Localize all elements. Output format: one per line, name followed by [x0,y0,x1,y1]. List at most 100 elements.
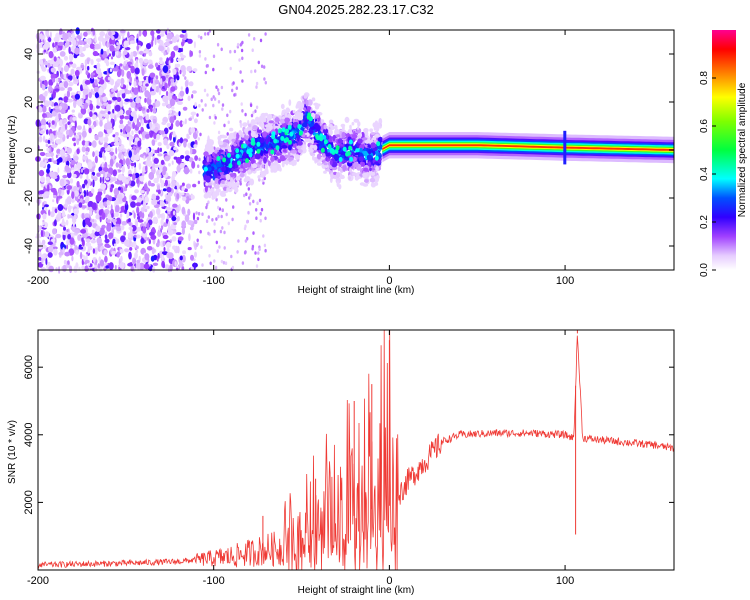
spectrogram-cell [176,207,179,213]
spectrogram-cell [114,132,119,137]
x-tick-label: -100 [203,275,225,287]
spectrogram-cell [83,31,88,37]
spectrogram-cell [88,91,92,99]
spectrogram-cell [363,148,367,152]
spectrogram-cell [148,75,151,84]
spectrogram-cell [263,243,267,248]
y-tick-label: 40 [23,48,35,60]
spectrogram-cell [216,156,221,161]
spectrogram-cell [151,198,158,206]
spectrogram-cell [376,141,381,147]
spectrogram-cell [47,62,51,68]
spectrogram-cell [204,70,207,75]
spectrogram-cell [171,236,177,242]
spectrogram-cell [120,29,126,34]
spectrogram-cell [98,87,104,96]
spectrogram-cell [184,118,187,125]
spectrogram-cell [255,137,258,144]
spectrogram-cell [261,164,265,169]
spectrogram-cell [197,137,200,141]
spectrogram-cell [74,69,80,77]
spectrogram-cell [335,145,340,151]
spectrogram-cell [142,50,149,54]
spectrogram-cell [286,108,291,112]
spectrogram-cell [213,229,216,234]
spectrogram-cell [258,178,261,182]
spectrogram-cell [239,123,243,128]
snr-x-ticks: -200 -100 0 100 [27,330,574,587]
spectrogram-cell [109,45,115,52]
spectrogram-cell [56,148,61,155]
spectrogram-cell [175,156,182,164]
spectrogram-cell [270,149,275,155]
spectrogram-cell [225,198,228,202]
spectrogram-cell [46,147,50,152]
spectrogram-cell [163,127,169,135]
spectrogram-cell [119,248,124,254]
spectrogram-cell [223,123,226,128]
spectrogram-cell [154,164,159,168]
spectrogram-cell [123,239,130,247]
spectrogram-cell [349,156,354,162]
spectrogram-cell [224,261,228,266]
spectrogram-cell [179,260,183,268]
spectrogram-cell [38,94,44,101]
spectrogram-cell [66,160,70,167]
spectrogram-cell [109,151,115,155]
spectrogram-cell [188,157,194,163]
spectrogram-cell [53,160,58,165]
spectrogram-cell [52,42,55,48]
spectrogram-cell [159,213,164,218]
spectrogram-cell [80,64,85,68]
spectrogram-cell [255,105,259,110]
spectrogram-cell [100,183,107,190]
spectrogram-cell [297,135,300,142]
spectrogram-cell [143,29,148,37]
spectrogram-cell [74,47,80,55]
spectrogram-cell [82,46,86,52]
spectrogram-cell [120,128,123,133]
spectrogram-cell [107,213,111,220]
spectrogram-cell [179,90,185,97]
spectrogram-cell [67,105,70,110]
spectrogram-cell [268,160,271,167]
spectrogram-cell [252,199,255,204]
spectrogram-cell [243,193,246,198]
spectrogram-cell [143,58,149,64]
spectrogram-cell [190,148,193,155]
spectrogram-cell [224,170,229,175]
spectrogram-cell [161,224,164,230]
spectrogram-cell [281,127,286,133]
y-tick-label: 4000 [23,423,35,447]
spectrogram-cell [67,98,74,103]
spectrogram-cell [57,153,60,157]
spectrogram-cell [96,62,101,69]
spectrogram-cell [377,136,384,143]
spectrogram-cell [305,99,309,107]
spectrogram-cell [297,124,302,129]
spectrogram-cell [59,87,65,91]
spectrogram-cell [133,80,137,87]
spectrogram-cell [143,183,148,191]
spectrogram-cell [92,50,99,57]
spectrogram-cell [264,216,267,221]
colorbar-label: Normalized spectral amplitude [737,82,748,217]
figure-title: GN04.2025.282.23.17.C32 [278,2,433,17]
spectrogram-cell [55,45,59,49]
spectrogram-cell [220,47,223,52]
spectrogram-cell [215,85,218,89]
colorbar-tick-label: 0.4 [699,167,710,181]
spectrogram-cell [125,158,130,166]
spectrogram-cell [109,158,114,167]
spectrogram-cell [370,132,376,135]
spectrogram-cell [114,135,119,143]
spectrogram-cell [236,132,240,140]
spectrogram-cell [136,45,139,51]
spectrogram-cell [152,108,157,114]
spectrogram-cell [60,73,64,80]
spectrogram-cell [223,246,226,250]
spectrogram-cell [336,181,340,187]
spectrogram-cell [211,218,214,222]
spectrogram-cell [131,173,136,181]
spectrogram-cell [150,255,155,262]
